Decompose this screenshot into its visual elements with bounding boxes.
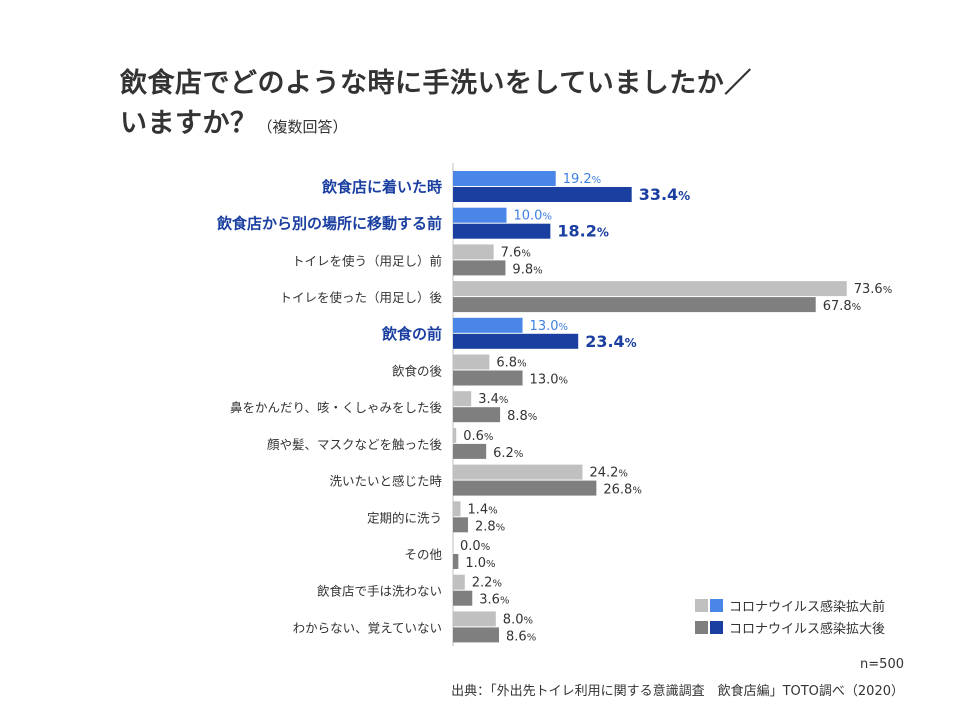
value-label-after: 13.0%	[530, 373, 568, 388]
value-label-before: 1.4%	[467, 502, 497, 517]
value-label-before: 3.4%	[478, 392, 508, 407]
sample-size: n=500	[860, 657, 904, 672]
value-label-before: 0.0%	[460, 539, 490, 554]
value-label-before: 13.0%	[530, 319, 568, 334]
bar-before	[453, 611, 496, 627]
title-note: （複数回答）	[257, 118, 348, 136]
value-label-after: 8.8%	[507, 409, 537, 424]
value-label-after: 67.8%	[823, 299, 861, 314]
bar-after	[453, 554, 459, 569]
legend-swatch-before-blue	[710, 598, 723, 612]
category-label: 顔や髪、マスクなどを触った後	[267, 437, 443, 452]
bar-after	[453, 333, 579, 349]
bar-after	[453, 627, 500, 643]
bar-after	[453, 590, 473, 606]
bar-after	[453, 223, 551, 239]
bar-before	[453, 317, 523, 333]
category-label: トイレを使う（用足し）前	[292, 253, 442, 268]
bar-after	[453, 480, 597, 496]
value-label-before: 10.0%	[514, 209, 552, 224]
bar-after	[453, 297, 816, 313]
category-label: 飲食店から別の場所に移動する前	[216, 215, 442, 233]
bar-before	[453, 354, 490, 370]
legend-swatch-after-blue	[710, 620, 723, 634]
value-label-after: 9.8%	[512, 262, 542, 277]
bar-after	[453, 260, 506, 276]
value-label-after: 2.8%	[475, 519, 505, 534]
category-label: トイレを使った（用足し）後	[279, 290, 442, 305]
category-label: 定期的に洗う	[367, 510, 442, 525]
category-label: 飲食店で手は洗わない	[317, 584, 442, 599]
legend-item-after: コロナウイルス感染拡大後	[695, 616, 885, 638]
bar-before	[453, 207, 507, 223]
value-label-before: 0.6%	[463, 429, 493, 444]
legend-swatch-after-gray	[695, 620, 708, 634]
value-label-after: 6.2%	[493, 446, 523, 461]
title-line-2: いますか？	[120, 108, 258, 139]
bar-before	[453, 464, 583, 480]
value-label-before: 73.6%	[854, 282, 892, 297]
value-label-after: 1.0%	[465, 556, 495, 571]
bar-before	[453, 171, 556, 186]
value-label-after: 23.4%	[585, 332, 637, 351]
value-label-after: 3.6%	[479, 593, 509, 608]
category-label: 飲食の前	[381, 325, 442, 343]
value-label-before: 6.8%	[496, 356, 526, 371]
value-label-before: 2.2%	[472, 576, 502, 591]
value-label-after: 33.4%	[639, 185, 691, 204]
value-label-before: 19.2%	[563, 172, 601, 187]
bar-after	[453, 517, 468, 533]
category-label: その他	[404, 547, 442, 562]
bar-before	[453, 501, 461, 517]
bar-before	[453, 244, 494, 260]
legend: コロナウイルス感染拡大前 コロナウイルス感染拡大後	[695, 594, 885, 638]
category-label: 鼻をかんだり、咳・くしゃみをした後	[230, 400, 443, 415]
bar-after	[453, 370, 523, 386]
value-label-after: 8.6%	[506, 629, 536, 644]
bar-after	[453, 187, 632, 202]
value-label-before: 7.6%	[501, 245, 531, 260]
legend-label-before: コロナウイルス感染拡大前	[729, 599, 886, 615]
chart-title: 飲食店でどのような時に手洗いをしていましたか／ いますか？（複数回答）	[120, 64, 900, 147]
category-label: 飲食店に着いた時	[321, 178, 442, 196]
title-line-1: 飲食店でどのような時に手洗いをしていましたか／	[120, 68, 752, 99]
bar-before	[453, 574, 465, 590]
value-label-before: 24.2%	[589, 466, 627, 481]
category-label: 洗いたいと感じた時	[329, 474, 442, 489]
value-label-before: 8.0%	[503, 612, 533, 627]
bar-before	[453, 391, 472, 407]
category-label: わからない、覚えていない	[293, 620, 442, 635]
bar-after	[453, 407, 501, 423]
value-label-after: 18.2%	[557, 222, 609, 241]
legend-swatch-before-gray	[695, 598, 708, 612]
legend-label-after: コロナウイルス感染拡大後	[729, 621, 886, 637]
category-label: 飲食の後	[392, 364, 443, 379]
value-label-after: 26.8%	[603, 483, 641, 498]
bar-before	[453, 427, 457, 443]
bar-before	[453, 281, 847, 297]
source-note: 出典：「外出先トイレ利用に関する意識調査 飲食店編」TOTO調べ（2020）	[451, 684, 904, 699]
bar-after	[453, 443, 487, 459]
legend-item-before: コロナウイルス感染拡大前	[695, 594, 885, 616]
